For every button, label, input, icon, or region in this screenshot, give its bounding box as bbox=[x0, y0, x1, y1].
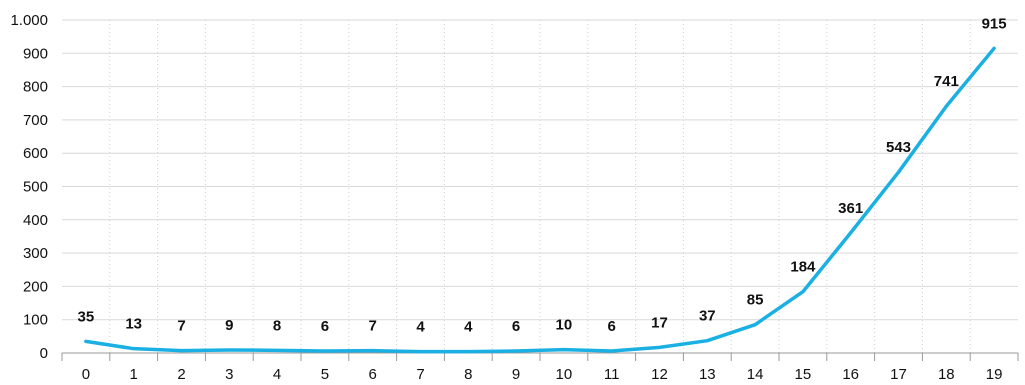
x-tick-label: 0 bbox=[82, 366, 90, 383]
x-axis: 0 1 2 3 4 5 6 7 8 9 10 11 12 13 14 15 16 17 18 19 bbox=[61, 352, 1019, 383]
x-tick-label: 16 bbox=[842, 366, 859, 383]
x-tick-label: 5 bbox=[321, 366, 329, 383]
x-tick-label: 4 bbox=[273, 366, 281, 383]
series bbox=[84, 46, 996, 354]
data-label: 17 bbox=[651, 314, 668, 331]
y-tick-label: 100 bbox=[23, 312, 48, 329]
y-tick-label: 500 bbox=[23, 179, 48, 196]
data-label: 543 bbox=[886, 139, 911, 156]
data-label: 915 bbox=[982, 15, 1007, 32]
data-label: 6 bbox=[321, 318, 329, 335]
x-tick-label: 19 bbox=[986, 366, 1003, 383]
x-tick-label: 8 bbox=[464, 366, 472, 383]
data-label: 184 bbox=[790, 259, 816, 276]
x-tick-label: 1 bbox=[130, 366, 138, 383]
data-label: 6 bbox=[512, 318, 520, 335]
data-label: 7 bbox=[177, 318, 185, 335]
y-tick-label: 700 bbox=[23, 112, 48, 129]
data-label: 9 bbox=[225, 317, 233, 334]
data-label: 10 bbox=[556, 317, 573, 334]
x-tick-label: 15 bbox=[795, 366, 812, 383]
data-label: 8 bbox=[273, 317, 281, 334]
y-tick-label: 1.000 bbox=[10, 12, 48, 29]
x-tick-label: 10 bbox=[556, 366, 573, 383]
data-label: 6 bbox=[608, 318, 616, 335]
y-tick-label: 200 bbox=[23, 278, 48, 295]
data-label: 7 bbox=[369, 318, 377, 335]
x-tick-label: 13 bbox=[699, 366, 716, 383]
data-label: 13 bbox=[125, 316, 142, 333]
x-tick-label: 2 bbox=[177, 366, 185, 383]
data-label: 4 bbox=[416, 319, 425, 336]
x-tick-label: 6 bbox=[369, 366, 377, 383]
y-axis: 0 100 200 300 400 500 600 700 800 900 1.000 bbox=[10, 12, 48, 362]
x-tick-label: 12 bbox=[651, 366, 668, 383]
x-tick-label: 7 bbox=[416, 366, 424, 383]
x-tick-label: 14 bbox=[747, 366, 764, 383]
grid bbox=[62, 19, 1018, 353]
data-label: 741 bbox=[934, 73, 959, 90]
data-label: 85 bbox=[747, 292, 764, 309]
y-tick-label: 400 bbox=[23, 212, 48, 229]
data-label: 35 bbox=[78, 308, 95, 325]
x-tick-label: 17 bbox=[890, 366, 907, 383]
x-tick-label: 9 bbox=[512, 366, 520, 383]
x-tick-label: 11 bbox=[604, 366, 620, 383]
data-label: 4 bbox=[464, 319, 473, 336]
series-line bbox=[84, 46, 996, 354]
y-tick-label: 800 bbox=[23, 79, 48, 96]
data-labels: 35 13 7 9 8 6 7 4 4 6 10 6 17 37 85 184 361 543 741 915 bbox=[78, 15, 1007, 335]
x-tick-label: 3 bbox=[225, 366, 233, 383]
y-tick-label: 300 bbox=[23, 245, 48, 262]
data-label: 37 bbox=[699, 308, 716, 325]
x-tick-label: 18 bbox=[938, 366, 955, 383]
y-tick-label: 0 bbox=[40, 345, 48, 362]
y-tick-label: 600 bbox=[23, 145, 48, 162]
data-label: 361 bbox=[838, 200, 863, 217]
y-tick-label: 900 bbox=[23, 45, 48, 62]
